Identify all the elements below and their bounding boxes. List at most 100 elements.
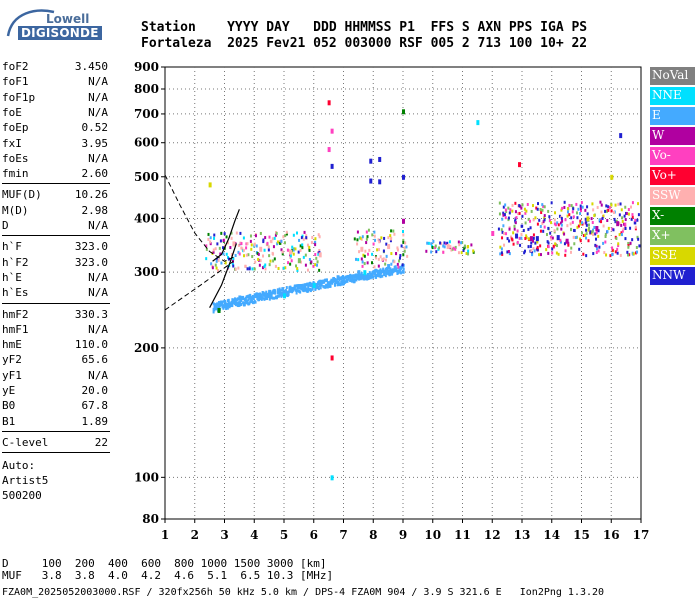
spread-f-mark	[631, 201, 634, 205]
y-tick-label: 100	[134, 470, 159, 484]
f-layer-mark	[216, 242, 219, 246]
f-layer-mark	[373, 265, 376, 269]
f-layer-mark	[299, 244, 302, 248]
x-tick-label: 17	[633, 528, 650, 542]
f-layer-mark	[353, 237, 356, 241]
spread-f-mark	[509, 208, 512, 212]
param-label: C-level	[2, 435, 49, 449]
spread-f-mark	[627, 245, 630, 249]
spread-f-mark	[585, 232, 588, 236]
f-layer-mark	[239, 231, 242, 235]
f-layer-mark	[276, 240, 279, 244]
spread-f-mark	[525, 209, 528, 213]
data-point-ssw	[387, 244, 391, 250]
e-trace-mark	[224, 300, 227, 304]
spread-f-mark	[627, 208, 630, 212]
spread-f-mark	[627, 241, 630, 245]
f-layer-mark	[303, 230, 306, 234]
e-trace-mark	[274, 289, 277, 293]
e-trace-mark	[296, 289, 299, 293]
spread-f-mark	[519, 204, 522, 208]
e-trace-mark	[271, 296, 274, 300]
spread-f-mark	[581, 231, 584, 235]
spread-f-mark	[537, 202, 540, 206]
spread-f-mark	[506, 237, 509, 241]
f-layer-mark	[430, 242, 433, 246]
f-layer-mark	[285, 230, 288, 234]
e-trace-mark	[276, 288, 279, 292]
spread-f-mark	[592, 208, 595, 212]
spread-f-mark	[613, 217, 616, 221]
f-layer-mark	[255, 244, 258, 248]
f-layer-mark	[305, 236, 308, 240]
e-trace-mark	[280, 294, 283, 298]
f-layer-mark	[229, 246, 232, 250]
data-point-e	[297, 284, 301, 290]
spread-f-mark	[502, 211, 505, 215]
spread-f-mark	[619, 253, 622, 257]
f-layer-mark	[385, 242, 388, 246]
spread-f-mark	[584, 233, 587, 237]
e-trace-mark	[243, 301, 246, 305]
f-layer-mark	[295, 231, 298, 235]
f-layer-mark	[281, 250, 284, 254]
f-layer-mark	[460, 241, 463, 245]
data-point-nnw	[378, 156, 382, 162]
f-layer-mark	[243, 254, 246, 258]
spread-f-mark	[566, 214, 569, 218]
f-layer-mark	[251, 267, 254, 271]
param-value: 2.60	[81, 167, 109, 181]
spread-f-mark	[576, 225, 579, 229]
spread-f-mark	[592, 252, 595, 256]
f-layer-mark	[280, 239, 283, 243]
spread-f-mark	[577, 207, 580, 211]
e-trace-mark	[227, 298, 230, 302]
data-point-nne	[476, 120, 480, 126]
spread-f-mark	[614, 203, 617, 207]
f-layer-mark	[219, 252, 222, 256]
e-trace-mark	[240, 302, 243, 306]
e-trace-mark	[344, 275, 347, 279]
spread-f-mark	[532, 247, 535, 251]
f-layer-mark	[262, 240, 265, 244]
spread-f-mark	[602, 214, 605, 218]
spread-f-mark	[560, 217, 563, 221]
spread-f-mark	[503, 213, 506, 217]
spread-f-mark	[554, 211, 557, 215]
f-layer-mark	[314, 263, 317, 267]
param-row-fxi: fxI 3.95	[2, 137, 108, 151]
spread-f-mark	[634, 218, 637, 222]
f-layer-mark	[271, 251, 274, 255]
spread-f-mark	[589, 230, 592, 234]
e-trace-mark	[400, 271, 403, 275]
spread-f-mark	[549, 231, 552, 235]
f-layer-mark	[390, 262, 393, 266]
spread-f-mark	[504, 208, 507, 212]
e-trace-mark	[329, 284, 332, 288]
f-layer-mark	[430, 250, 433, 254]
f-layer-mark	[314, 253, 317, 257]
spread-f-mark	[581, 205, 584, 209]
data-point-e	[357, 270, 361, 276]
spread-f-mark	[621, 229, 624, 233]
e-trace-mark	[282, 287, 285, 291]
spread-f-mark	[557, 252, 560, 256]
spread-f-mark	[543, 205, 546, 209]
f-layer-mark	[467, 249, 470, 253]
f-layer-mark	[355, 257, 358, 261]
f-layer-mark	[242, 236, 245, 240]
e-trace-mark	[234, 300, 237, 304]
param-value: 110.0	[74, 338, 108, 352]
e-trace-mark	[355, 273, 358, 277]
f-layer-mark	[291, 248, 294, 252]
f-layer-mark	[212, 248, 215, 252]
x-trace-fit	[209, 243, 237, 308]
param-label: hmF1	[2, 322, 29, 336]
f-layer-mark	[402, 253, 405, 257]
f-layer-mark	[365, 230, 368, 234]
f-layer-mark	[443, 241, 446, 245]
e-trace-mark	[383, 273, 386, 277]
f-layer-mark	[432, 239, 435, 243]
spread-f-mark	[618, 221, 621, 225]
x-tick-label: 15	[573, 528, 590, 542]
